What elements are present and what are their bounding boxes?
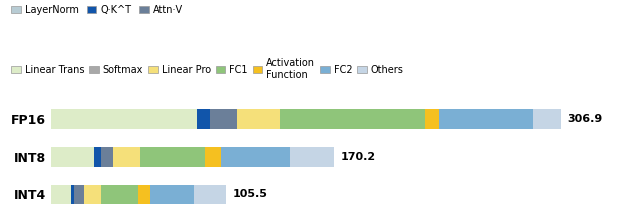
Bar bbox=[237, 110, 280, 129]
Bar bbox=[84, 185, 100, 204]
Bar bbox=[210, 110, 237, 129]
Bar bbox=[51, 185, 71, 204]
Bar bbox=[290, 147, 333, 167]
Bar bbox=[425, 110, 439, 129]
Bar bbox=[113, 147, 140, 167]
Bar bbox=[197, 110, 210, 129]
Text: 170.2: 170.2 bbox=[340, 152, 376, 162]
Bar bbox=[221, 147, 290, 167]
Bar bbox=[100, 185, 138, 204]
Text: 105.5: 105.5 bbox=[233, 189, 268, 199]
Bar bbox=[532, 110, 561, 129]
Bar bbox=[150, 185, 195, 204]
Bar bbox=[140, 147, 205, 167]
Bar bbox=[100, 147, 113, 167]
Bar bbox=[280, 110, 425, 129]
Bar bbox=[94, 147, 100, 167]
Bar bbox=[51, 110, 197, 129]
Bar bbox=[439, 110, 532, 129]
Text: 306.9: 306.9 bbox=[567, 114, 602, 124]
Bar bbox=[195, 185, 227, 204]
Legend: Linear Trans, Softmax, Linear Pro, FC1, Activation
Function, FC2, Others: Linear Trans, Softmax, Linear Pro, FC1, … bbox=[12, 58, 404, 80]
Bar bbox=[74, 185, 84, 204]
Bar bbox=[51, 147, 94, 167]
Bar bbox=[138, 185, 150, 204]
Bar bbox=[71, 185, 74, 204]
Bar bbox=[205, 147, 221, 167]
